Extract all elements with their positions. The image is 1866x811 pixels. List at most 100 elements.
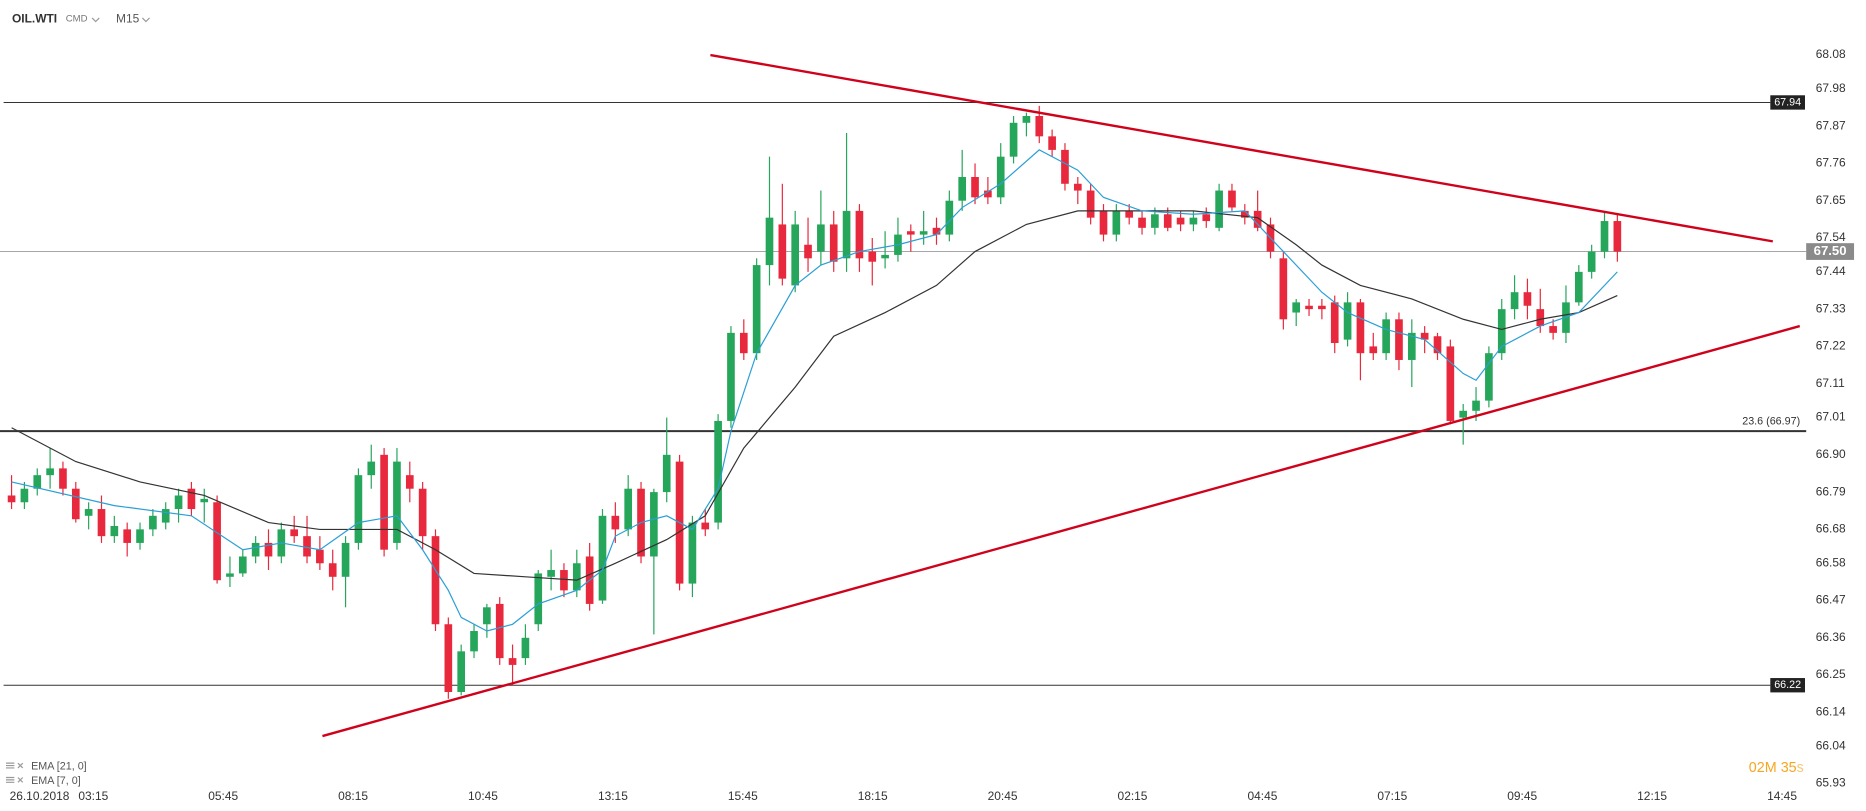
ema-line: [11, 149, 1618, 632]
y-tick-label: 66.25: [1816, 667, 1846, 681]
candle-body: [380, 454, 388, 550]
candle-body: [251, 542, 260, 557]
candle-body: [1343, 302, 1352, 340]
ema-line: [11, 210, 1618, 581]
candle-body: [881, 254, 889, 259]
y-tick-label: 67.01: [1816, 410, 1846, 424]
candle-body: [84, 509, 93, 516]
candle-body: [1369, 346, 1378, 354]
candle-body: [1536, 309, 1545, 327]
candle-body: [161, 509, 170, 523]
candle-body: [7, 495, 16, 503]
x-tick-label: 18:15: [858, 789, 888, 803]
legend-icons: [5, 762, 24, 783]
candle-body: [906, 231, 915, 235]
candle-body: [1523, 292, 1532, 306]
market-dropdown[interactable]: [91, 17, 100, 23]
candle-body: [1228, 190, 1236, 208]
candle-body: [1009, 122, 1018, 157]
candle-body: [316, 549, 324, 564]
candle-body: [1497, 309, 1506, 354]
candle-body: [1395, 319, 1403, 360]
candle-body: [97, 509, 106, 537]
y-tick-label: 66.47: [1816, 593, 1846, 607]
candle-body: [996, 156, 1005, 198]
y-tick-label: 67.98: [1816, 81, 1846, 95]
candle-body: [431, 536, 440, 625]
candle-body: [226, 573, 234, 577]
candle-body: [1292, 302, 1301, 313]
candle-body: [765, 217, 774, 266]
timer-seconds-unit: s: [1797, 760, 1804, 776]
market[interactable]: CMD: [66, 14, 88, 25]
candle-body: [367, 461, 376, 476]
x-tick-label: 14:45: [1767, 789, 1797, 803]
candle-body: [470, 631, 478, 652]
toolbar: OIL.WTI CMD M15: [12, 11, 150, 25]
candle-body: [984, 190, 992, 198]
y-tick-label: 66.58: [1816, 555, 1846, 569]
candle-body: [1176, 217, 1185, 225]
candle-body: [778, 224, 787, 279]
legend-handle[interactable]: [5, 776, 15, 783]
legend-remove[interactable]: [17, 777, 24, 783]
candle-body: [1073, 183, 1082, 191]
candle-body: [1112, 210, 1121, 235]
candle-body: [868, 251, 877, 262]
candle-body: [1420, 332, 1429, 340]
candle-body: [842, 210, 851, 259]
candle-body: [1279, 258, 1288, 320]
candle-body: [174, 495, 183, 510]
candle-body: [1086, 190, 1095, 218]
candle-body: [1061, 149, 1069, 184]
candle-body: [714, 420, 722, 523]
legend-handle[interactable]: [5, 762, 15, 769]
symbol[interactable]: OIL.WTI: [12, 11, 57, 25]
x-tick-label: 10:45: [468, 789, 498, 803]
candle-body: [1318, 305, 1326, 310]
candle-body: [598, 515, 607, 601]
candle-body: [1574, 271, 1583, 303]
candle-body: [1253, 210, 1262, 228]
candle-body: [1433, 336, 1442, 354]
x-tick-label: 08:15: [338, 789, 368, 803]
candle-body: [752, 265, 761, 354]
candle-body: [444, 624, 453, 693]
y-tick-label: 66.14: [1816, 704, 1846, 718]
candle-body: [572, 563, 581, 591]
trend-line: [710, 53, 1773, 243]
candle-body: [46, 468, 54, 476]
candle-body: [1035, 116, 1044, 137]
level-label-box: [1770, 95, 1805, 110]
x-tick-label: 05:45: [208, 789, 238, 803]
fib-level-label: 23.6 (66.97): [1742, 415, 1800, 427]
y-tick-label: 67.65: [1816, 193, 1846, 207]
timer-seconds: 35: [1781, 760, 1797, 776]
candle-body: [1600, 221, 1609, 252]
candle-body: [33, 475, 42, 489]
candle-body: [508, 658, 517, 665]
last-price-box: [1806, 243, 1855, 260]
candle-body: [521, 637, 530, 659]
candle-body: [457, 651, 466, 693]
candle-body: [110, 525, 119, 537]
x-tick-label: 12:15: [1637, 789, 1667, 803]
y-tick-label: 65.93: [1816, 776, 1846, 790]
candle-body: [945, 200, 954, 235]
interval-dropdown[interactable]: [141, 17, 150, 23]
candle-body: [560, 570, 568, 591]
candle-body: [624, 488, 633, 530]
candle-body: [238, 556, 247, 574]
y-tick-label: 68.08: [1816, 47, 1846, 61]
candle-body: [1163, 214, 1172, 228]
candle-body: [958, 177, 967, 201]
trend-line: [322, 324, 1801, 738]
candle-body: [1125, 210, 1134, 218]
x-tick-label: 07:15: [1377, 789, 1407, 803]
legend-remove[interactable]: [17, 762, 24, 769]
interval[interactable]: M15: [116, 11, 140, 25]
candle-body: [1189, 217, 1198, 225]
candle-body: [1048, 136, 1056, 150]
